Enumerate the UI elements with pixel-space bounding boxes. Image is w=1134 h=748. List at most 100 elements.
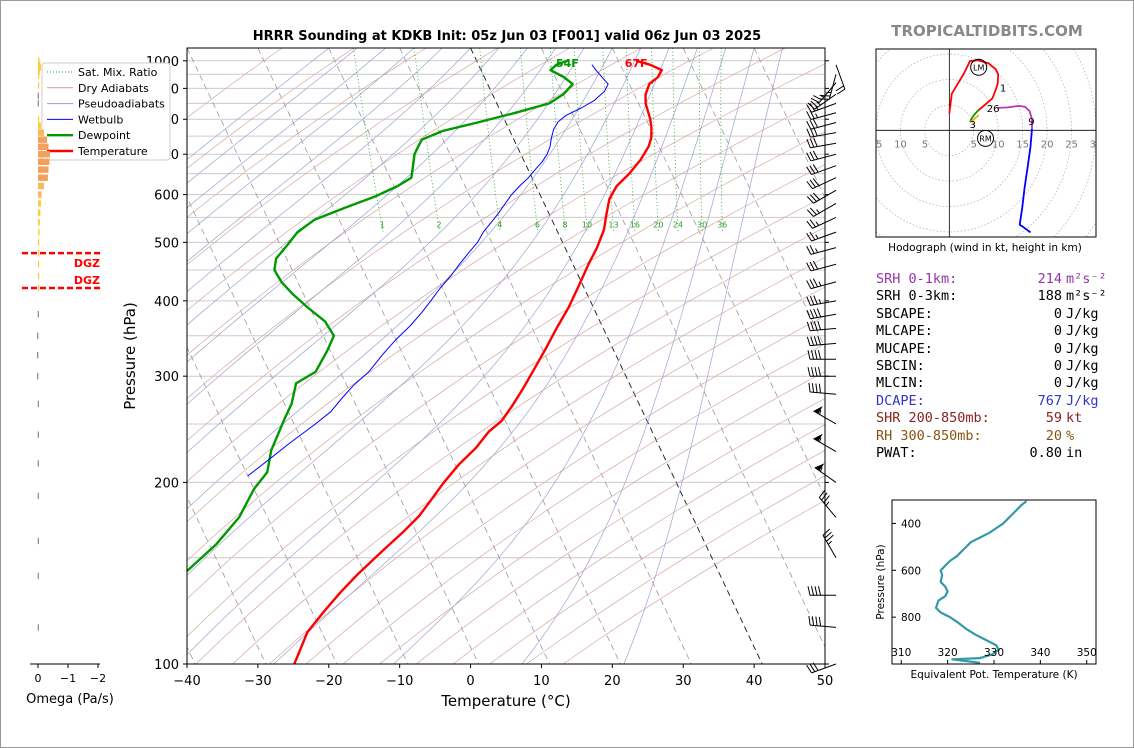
- barb-full: [818, 383, 822, 393]
- barb-half: [815, 248, 819, 253]
- param-row: SBCAPE: 0 J/kg: [876, 306, 1106, 323]
- param-unit: %: [1066, 427, 1075, 444]
- mixing-ratio-line: [602, 48, 615, 233]
- wind-barb: [806, 278, 837, 290]
- param-label: MLCIN:: [876, 375, 925, 392]
- isotherm-line: [753, 48, 825, 199]
- wind-barb: [818, 489, 837, 518]
- barb-full: [814, 350, 818, 360]
- barb-half: [825, 501, 830, 506]
- barb-staff: [814, 467, 837, 483]
- wind-barb: [807, 350, 836, 360]
- barb-full: [809, 151, 815, 161]
- isotherm-line: [328, 48, 621, 664]
- pseudo-adiabat: [273, 48, 698, 664]
- barb-staff: [810, 281, 837, 290]
- barb-full: [812, 178, 820, 187]
- omega-bar: [38, 72, 40, 79]
- barb-full: [823, 495, 830, 504]
- mixing-ratio-label: 4: [497, 221, 502, 230]
- mixing-ratio-line: [549, 48, 566, 233]
- barb-full: [813, 295, 818, 305]
- omega-bar: [38, 129, 44, 136]
- barb-full: [818, 367, 821, 377]
- barb-flag: [813, 433, 823, 442]
- wind-barb: [806, 320, 837, 332]
- pseudo-adiabat: [187, 48, 386, 209]
- omega-bar: [38, 272, 40, 280]
- omega-bar: [38, 158, 50, 166]
- barb-staff: [810, 342, 837, 347]
- barb-full: [809, 110, 815, 119]
- pseudo-adiabat: [187, 48, 556, 405]
- barb-full: [806, 336, 811, 346]
- dry-adiabat: [305, 315, 825, 664]
- param-label: SRH 0-1km:: [876, 271, 958, 287]
- barb-full: [812, 192, 820, 201]
- barb-staff: [811, 663, 837, 674]
- param-label: DCAPE:: [876, 392, 925, 409]
- wind-barb: [806, 308, 837, 320]
- omega-bar: [37, 624, 39, 631]
- mixing-ratio-line: [698, 48, 703, 233]
- barb-full: [808, 615, 811, 626]
- omega-bar: [37, 460, 39, 467]
- hodograph-height-label: 1: [1000, 84, 1006, 95]
- parameters-table: SRH 0-1km: 214 m²s⁻² SRH 0-3km: 188 m²s⁻² SBCA…: [876, 271, 1107, 462]
- barb-full: [813, 95, 822, 101]
- barb-full: [806, 166, 812, 175]
- hodograph-range-label: 15: [870, 139, 883, 150]
- dry-adiabat: [416, 397, 825, 664]
- barb-full: [821, 492, 828, 501]
- theta-e-x-label: 320: [938, 647, 958, 659]
- hodograph-range-label: 20: [1041, 139, 1054, 150]
- pseudo-adiabat: [187, 48, 330, 161]
- wind-barb: [806, 203, 837, 217]
- barb-full: [835, 85, 844, 92]
- x-tick-label: 30: [675, 674, 692, 689]
- barb-full: [811, 367, 814, 377]
- hodograph-range-label: 5: [922, 139, 928, 150]
- barb-flag: [813, 406, 823, 414]
- hodograph-trace: [1018, 128, 1033, 234]
- barb-staff: [818, 82, 837, 103]
- mixing-ratio-line: [479, 48, 501, 233]
- dry-adiabat: [187, 97, 825, 523]
- theta-e-y-label: 400: [901, 518, 921, 530]
- omega-bar: [37, 92, 39, 99]
- storm-motion-marker: [970, 58, 988, 76]
- barb-full: [817, 335, 822, 345]
- hodograph-panel: 20151055101520253035404512639LMRMHodogra…: [870, 48, 1097, 254]
- param-unit: m²s⁻²: [1066, 271, 1107, 287]
- barb-staff: [813, 189, 837, 204]
- omega-tick-label: −1: [60, 672, 76, 685]
- param-label: SBCIN:: [876, 357, 925, 374]
- param-label: SBCAPE:: [876, 305, 933, 322]
- barb-full: [807, 586, 811, 596]
- barb-full: [812, 164, 819, 173]
- wind-barb: [808, 615, 837, 628]
- dgz-label: DGZ: [74, 274, 100, 287]
- barb-full: [806, 262, 812, 272]
- omega-bar: [37, 100, 39, 107]
- theta-e-panel: 310 320 330 340 350 400 600 800 Equivalent Pot. …: [875, 499, 1097, 681]
- barb-full: [809, 179, 817, 188]
- mixing-ratio-line: [625, 48, 636, 233]
- param-unit: J/kg: [1066, 357, 1099, 374]
- wind-barb: [806, 662, 837, 674]
- barb-half: [819, 437, 822, 443]
- omega-bar: [38, 174, 48, 181]
- barb-staff: [822, 535, 837, 559]
- theta-e-x-label: 310: [891, 647, 911, 659]
- omega-bar: [38, 122, 41, 130]
- theta-e-profile: [934, 500, 1028, 664]
- barb-half: [815, 105, 819, 111]
- barb-full: [817, 320, 822, 330]
- pseudo-adiabat: [187, 48, 670, 656]
- hodograph-frame: [875, 48, 1097, 238]
- wind-barb: [822, 528, 837, 559]
- barb-full: [814, 586, 818, 596]
- wind-barb: [806, 110, 837, 120]
- y-tick-label: 300: [154, 370, 179, 385]
